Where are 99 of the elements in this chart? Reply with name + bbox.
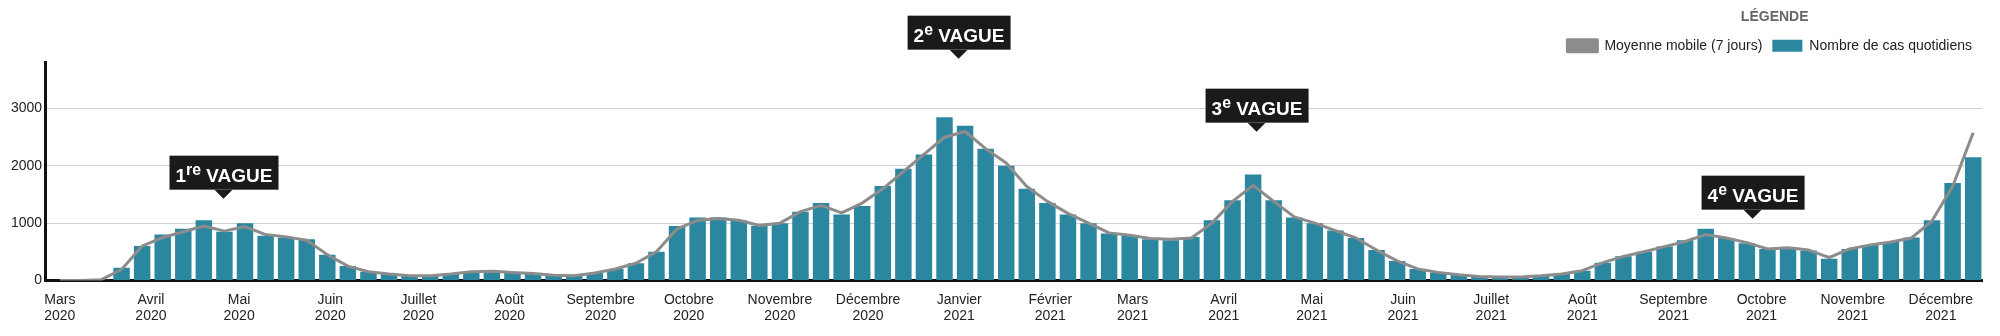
x-tick-label: Juin 2020 [314, 290, 347, 324]
bar [1718, 238, 1735, 280]
bar [1779, 247, 1797, 280]
bar [709, 217, 727, 280]
bar [1059, 214, 1077, 280]
bar [1039, 203, 1056, 280]
bar [627, 263, 645, 280]
x-tick-label: Avril 2020 [135, 290, 167, 324]
bar [668, 226, 686, 280]
bar [1142, 239, 1159, 280]
legend-label: Nombre de cas quotidiens [1809, 36, 1973, 53]
annotation: 1$^{re}$ VAGUE [169, 155, 279, 190]
bar [1244, 174, 1262, 280]
x-tick-label: Mars 2021 [1117, 290, 1149, 324]
x-tick-label: Août 2020 [493, 290, 526, 324]
bar [1327, 230, 1344, 280]
x-tick-label: Mars 2020 [44, 290, 76, 324]
bar [1162, 240, 1180, 280]
bar [1923, 220, 1941, 280]
bar [298, 239, 315, 280]
x-tick-label: Mai 2021 [1296, 290, 1328, 324]
bar [648, 251, 665, 280]
bar [1697, 228, 1714, 280]
bar [1964, 157, 1982, 280]
bar [1018, 188, 1036, 280]
bar [915, 154, 933, 280]
bar [195, 220, 213, 280]
bar [1944, 183, 1961, 280]
x-tick-label: Juillet 2021 [1473, 290, 1510, 324]
bar [1388, 260, 1406, 280]
bar [1615, 256, 1632, 280]
bar [1224, 200, 1241, 280]
bar [1676, 240, 1694, 280]
bar [1820, 258, 1838, 280]
x-tick-label: Décembre 2021 [1908, 290, 1974, 324]
legend-label: Moyenne mobile (7 jours) [1604, 36, 1763, 53]
bar [133, 246, 151, 280]
bar [977, 148, 994, 280]
bar [1121, 235, 1138, 280]
bar [812, 203, 830, 280]
y-tick-label: 1000 [10, 214, 43, 230]
bar [730, 220, 747, 280]
bar [1100, 233, 1118, 280]
x-tick-label: Juin 2021 [1387, 290, 1419, 324]
y-tick-label: 3000 [10, 99, 43, 116]
bar [751, 226, 768, 280]
bar [257, 235, 274, 280]
bar [792, 211, 809, 280]
text: 2$^{e}$ VAGUE [907, 15, 1011, 50]
bar [1882, 242, 1900, 280]
bar [1862, 244, 1879, 280]
bar [1635, 251, 1653, 280]
bar [853, 205, 871, 280]
bar [277, 237, 295, 280]
bar [1286, 217, 1303, 280]
annotation: 4$^{e}$ VAGUE [1701, 175, 1805, 210]
bar [319, 254, 336, 280]
bar [154, 234, 171, 280]
bar [1080, 223, 1097, 280]
x-tick-label: Septembre 2020 [566, 290, 636, 324]
x-tick-label: Novembre 2021 [1820, 290, 1886, 324]
x-tick-label: Octobre 2020 [663, 290, 714, 324]
bar [1265, 200, 1282, 280]
x-tick-label: Juillet 2020 [400, 290, 437, 324]
bar [895, 168, 912, 280]
bar [216, 231, 233, 280]
bar [1203, 220, 1221, 280]
x-tick-label: Janvier 2021 [936, 290, 983, 324]
bar [1347, 238, 1365, 280]
bar [689, 217, 706, 280]
annotation: 3$^{e}$ VAGUE [1205, 88, 1309, 123]
bar [175, 228, 192, 280]
x-tick-label: Avril 2021 [1208, 290, 1240, 324]
y-tick-label: 0 [34, 271, 43, 288]
bar [998, 165, 1015, 280]
bar [1903, 237, 1920, 280]
x-tick-label: Novembre 2020 [747, 290, 813, 324]
bar [833, 214, 850, 280]
x-tick-label: Août 2021 [1566, 290, 1599, 324]
bar [1759, 248, 1776, 280]
bar [1368, 250, 1385, 280]
x-tick-label: Décembre 2020 [835, 290, 901, 324]
bar [936, 117, 953, 280]
bar [1800, 250, 1817, 280]
bar [1656, 246, 1673, 280]
bar [1738, 243, 1756, 280]
legend-title: LÉGENDE [1740, 7, 1809, 24]
bar [956, 125, 974, 280]
y-tick-label: 2000 [10, 156, 43, 173]
bar [1841, 248, 1858, 280]
x-tick-label: Octobre 2021 [1736, 290, 1787, 324]
bar [236, 223, 254, 280]
bar [771, 223, 789, 280]
bar [1306, 223, 1324, 280]
x-tick-label: Mai 2020 [223, 290, 255, 324]
x-tick-label: Septembre 2021 [1639, 290, 1708, 324]
bar [874, 185, 892, 280]
x-tick-label: Février 2021 [1028, 290, 1073, 324]
bar [1183, 236, 1200, 280]
